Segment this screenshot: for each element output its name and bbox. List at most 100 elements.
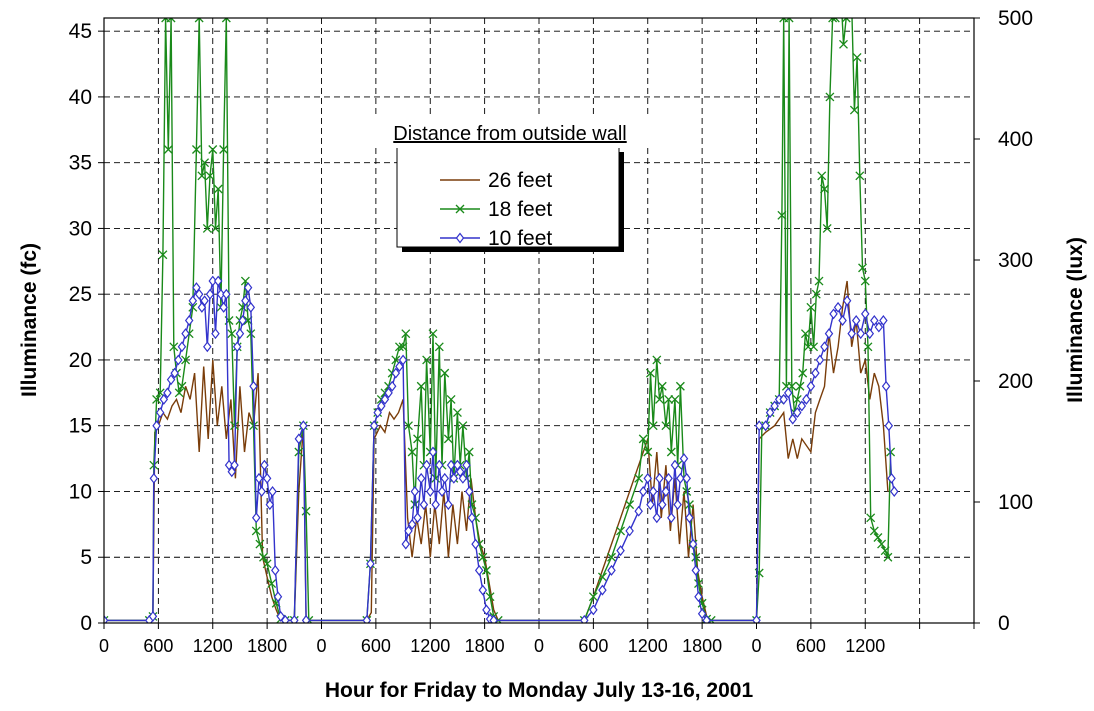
data-point [422, 459, 431, 471]
data-point [464, 447, 474, 457]
data-point [221, 18, 231, 23]
data-point [873, 533, 883, 542]
data-point [169, 342, 179, 352]
data-point [410, 500, 420, 510]
data-point [883, 552, 893, 562]
data-point [625, 500, 635, 510]
data-point [170, 367, 179, 379]
y-tick-label-left: 30 [69, 217, 92, 240]
data-point [208, 275, 218, 287]
data-point [440, 368, 450, 378]
data-point [598, 584, 607, 596]
data-point [661, 421, 671, 431]
data-point [205, 171, 215, 181]
data-point [158, 250, 168, 260]
data-point [227, 329, 237, 339]
data-point [243, 282, 253, 294]
data-point [691, 564, 701, 576]
data-point [202, 223, 212, 233]
data-point [784, 18, 794, 23]
legend-entries: 26 feet 18 feet 10 feet [440, 169, 552, 250]
data-point [684, 500, 694, 510]
data-point [880, 546, 890, 556]
data-point [676, 472, 685, 484]
legend-label: 18 feet [488, 198, 552, 221]
data-point [435, 459, 444, 471]
data-point [192, 282, 201, 294]
data-point [410, 486, 420, 497]
data-point [446, 394, 456, 404]
data-point [449, 472, 459, 484]
data-point [205, 288, 215, 300]
y-tick-label-right: 500 [998, 7, 1033, 30]
data-point [884, 420, 894, 432]
data-point [848, 1, 856, 9]
data-point [443, 434, 453, 444]
x-tick-label: 600 [143, 636, 173, 656]
legend-entry: 26 feet [440, 169, 552, 192]
data-point [211, 328, 220, 340]
data-point [254, 472, 264, 484]
data-point [188, 295, 198, 307]
y-tick-label-right: 100 [998, 491, 1033, 514]
data-point [152, 420, 161, 432]
data-point [860, 276, 870, 286]
x-tick-label: 0 [751, 636, 761, 656]
data-point [856, 328, 865, 340]
data-point [290, 614, 299, 623]
axes: 0 5 10 15 20 25 30 35 40 45 0 100 200 300 400 500 0 600 12… [69, 7, 1033, 656]
data-point [216, 288, 226, 300]
data-point [394, 342, 404, 352]
data-point [419, 499, 429, 511]
data-point [200, 158, 210, 168]
data-point [869, 526, 879, 536]
data-point [163, 145, 173, 154]
legend-box [396, 146, 620, 248]
data-point [874, 321, 884, 333]
data-point [251, 526, 261, 536]
data-point [825, 92, 835, 102]
y-tick-label-left: 0 [80, 612, 92, 635]
data-point [208, 145, 218, 154]
data-point [851, 315, 861, 326]
data-point [235, 328, 245, 340]
data-point [262, 559, 272, 569]
data-point [800, 329, 810, 339]
y-tick-label-right: 300 [998, 249, 1033, 272]
data-point [673, 499, 682, 511]
x-tick-label: 1200 [628, 636, 668, 656]
data-point [177, 341, 187, 353]
y-tick-label-left: 25 [69, 283, 92, 306]
data-point [437, 486, 447, 497]
x-tick-label: 600 [578, 636, 608, 656]
data-point [467, 512, 477, 524]
data-point [887, 472, 896, 484]
data-point [798, 368, 808, 378]
data-point [380, 393, 390, 405]
y-tick-label-left: 5 [80, 546, 92, 569]
data-point [842, 295, 852, 307]
data-point [467, 500, 477, 510]
legend-label: 26 feet [488, 169, 552, 192]
data-point [174, 388, 184, 398]
data-point [858, 263, 867, 273]
data-point [416, 472, 426, 484]
data-point [230, 459, 239, 471]
y-tick-label-left: 40 [69, 86, 92, 109]
data-point [783, 387, 793, 399]
data-point [458, 421, 468, 431]
data-point [462, 459, 471, 471]
x-tick-label: 1200 [410, 636, 450, 656]
data-point [489, 614, 498, 623]
data-point [259, 552, 268, 562]
data-point [197, 171, 207, 181]
data-point [249, 380, 258, 392]
data-point [679, 453, 689, 465]
data-point [452, 408, 462, 418]
data-point [431, 499, 440, 511]
data-point [841, 18, 851, 23]
data-point [271, 564, 280, 576]
data-point [881, 380, 891, 392]
data-point [638, 486, 648, 497]
x-tick-label: 0 [534, 636, 544, 656]
